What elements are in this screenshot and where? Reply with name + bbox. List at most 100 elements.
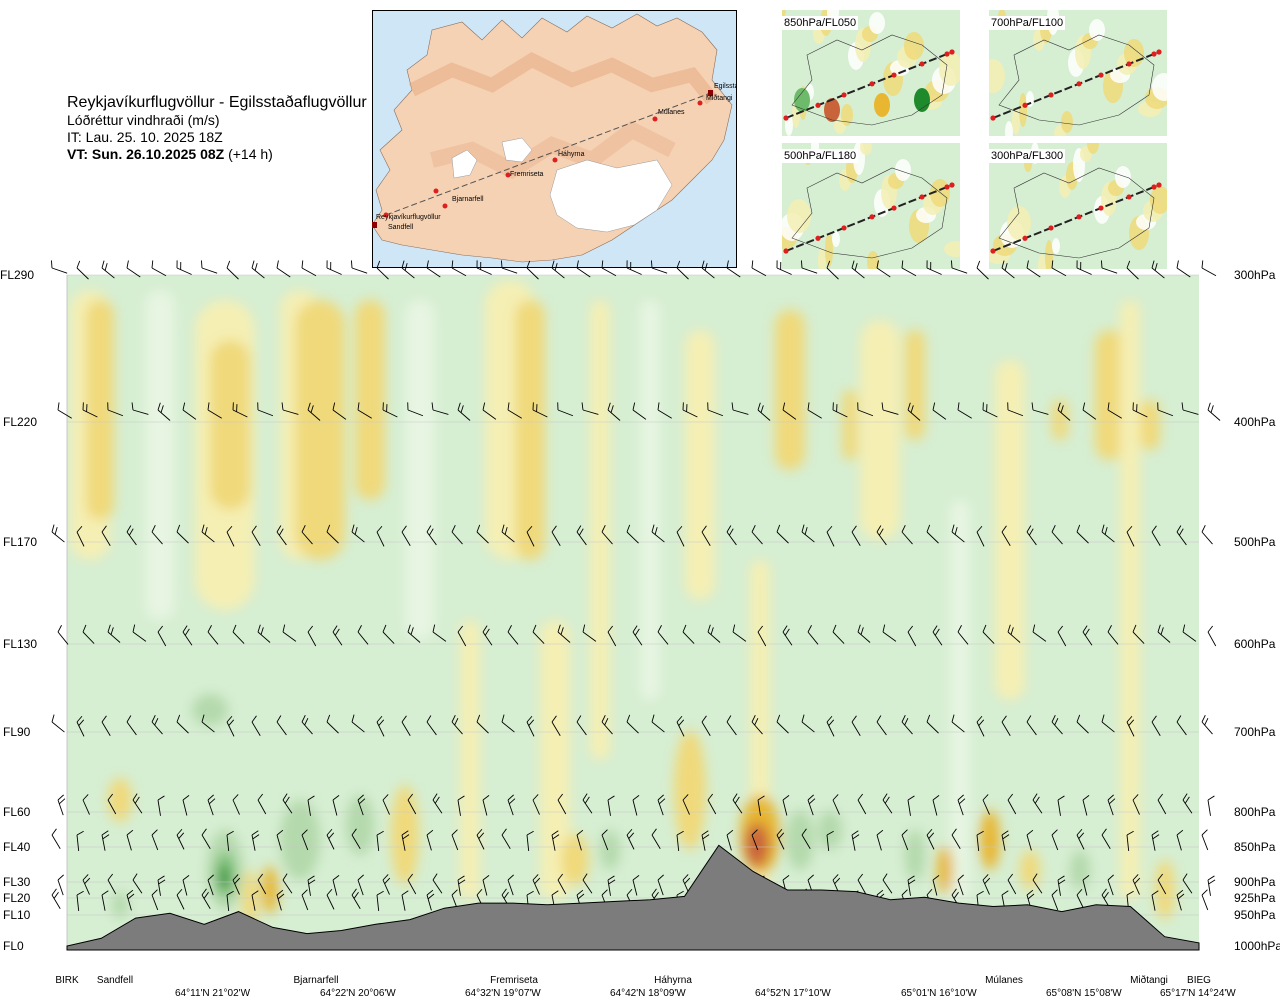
wind-barb: [151, 889, 159, 911]
wind-barb: [1082, 625, 1093, 646]
wind-barb: [101, 890, 109, 911]
field-cell: [391, 785, 419, 885]
wind-barb: [401, 715, 411, 736]
flight-level-label: FL170: [3, 535, 38, 549]
wind-barb: [1151, 715, 1161, 736]
wind-barb: [426, 889, 435, 911]
pressure-level-label: 800hPa: [1234, 805, 1276, 819]
wind-barb: [782, 402, 797, 420]
route-title: Reykjavíkurflugvöllur - Egilsstaðaflugvö…: [67, 94, 367, 111]
wind-barb: [226, 890, 234, 911]
wind-barb: [376, 260, 389, 280]
title-block: Reykjavíkurflugvöllur - Egilsstaðaflugvö…: [67, 93, 367, 163]
wind-barb: [326, 888, 335, 910]
wind-barb: [1126, 830, 1134, 851]
wind-barb: [551, 715, 561, 736]
wind-barb: [776, 260, 792, 275]
wind-barb: [207, 402, 222, 419]
wind-barb: [276, 260, 291, 278]
level-map-panel: 300hPa/FL300: [989, 143, 1167, 269]
wind-barb: [1107, 874, 1114, 896]
wind-barb: [807, 794, 816, 816]
field-column: [905, 330, 925, 440]
wind-barb: [976, 260, 989, 280]
wind-barb: [107, 873, 117, 895]
wind-barb: [126, 889, 135, 911]
field-cell: [937, 846, 953, 894]
wind-barb: [301, 829, 309, 851]
wind-barb: [950, 260, 968, 274]
wind-barb: [201, 524, 215, 543]
wind-barb: [1082, 402, 1097, 420]
wind-barb: [126, 715, 137, 736]
wind-barb: [207, 625, 219, 645]
field-column: [640, 300, 660, 700]
pressure-level-label: 850hPa: [1234, 840, 1276, 854]
wind-barb: [1007, 624, 1021, 643]
wind-barb: [126, 260, 141, 278]
wind-barb: [701, 715, 711, 736]
wind-barb: [801, 828, 811, 849]
wind-barb: [1100, 260, 1118, 274]
lead-time: (+14 h): [228, 146, 273, 162]
wind-barb: [826, 260, 839, 280]
field-column: [685, 330, 715, 600]
wind-barb: [626, 260, 642, 275]
field-cell: [108, 778, 132, 822]
wind-barb: [101, 830, 110, 851]
wind-barb: [607, 795, 615, 816]
wind-barb: [282, 793, 293, 814]
wind-barb: [557, 402, 574, 417]
field-column: [842, 390, 858, 460]
wind-barb: [976, 525, 985, 547]
wind-barb: [501, 828, 511, 849]
wind-barb: [682, 794, 690, 815]
wind-barb: [682, 624, 695, 644]
wind-barb: [301, 524, 313, 545]
wind-barb: [832, 794, 840, 815]
wind-barb: [607, 875, 616, 896]
map-waypoint-label: Háhyrna: [558, 151, 585, 158]
wind-barb: [1151, 525, 1161, 546]
pressure-level-label: 900hPa: [1234, 875, 1276, 889]
wind-barb: [351, 714, 365, 733]
wind-barb: [1026, 715, 1037, 736]
wind-barb: [857, 402, 874, 417]
wind-barb: [1132, 874, 1141, 895]
wind-barb: [951, 524, 965, 543]
wind-barb: [232, 874, 241, 895]
wind-barb: [182, 402, 197, 420]
wind-barb: [626, 714, 639, 734]
wind-barb: [332, 402, 347, 420]
wind-barb: [707, 793, 717, 815]
wind-barb: [426, 829, 434, 851]
wind-barb: [451, 829, 459, 851]
wind-barb: [457, 402, 471, 421]
wind-barb: [1207, 875, 1216, 896]
pressure-level-label: 400hPa: [1234, 415, 1276, 429]
wind-barb: [132, 873, 143, 894]
wind-barb: [532, 874, 541, 895]
wind-barb: [1151, 260, 1165, 279]
wind-barb: [57, 625, 69, 645]
wind-barb: [1201, 524, 1213, 545]
wind-barb: [101, 525, 111, 546]
wind-barb: [826, 830, 834, 851]
wind-barb: [1051, 889, 1059, 911]
field-column: [1140, 400, 1160, 450]
wind-barb: [782, 625, 793, 646]
wind-barb: [851, 715, 861, 736]
wind-barb: [776, 524, 789, 544]
wind-barb: [1176, 525, 1187, 546]
wind-barb: [451, 260, 467, 277]
wind-barb: [601, 524, 613, 545]
wind-barb: [1132, 624, 1145, 644]
map-waypoint-label: Sandfell: [388, 224, 414, 231]
wind-barb: [701, 525, 711, 546]
wind-barb: [551, 525, 561, 546]
wind-barb: [1026, 829, 1034, 851]
wind-barb: [276, 829, 284, 851]
field-column: [540, 620, 570, 900]
wind-barb: [107, 793, 117, 815]
